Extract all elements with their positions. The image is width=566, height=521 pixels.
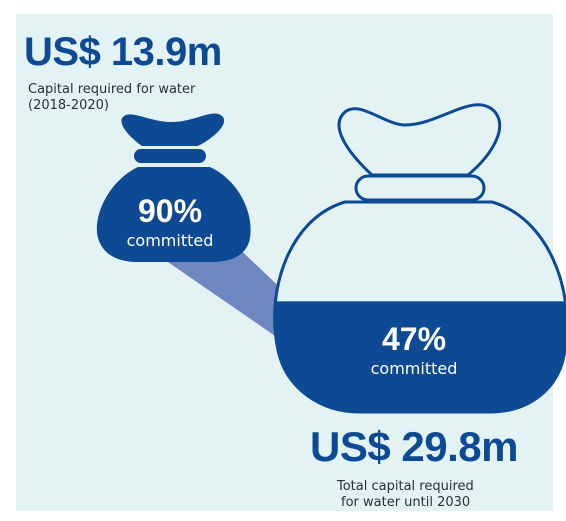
large-bag-percent: 47% — [382, 321, 446, 357]
large-money-bag-icon — [260, 105, 566, 430]
large-bag-committed-label: committed — [371, 359, 458, 378]
small-bag-percent: 90% — [138, 193, 202, 229]
small-bag-committed-label: committed — [127, 231, 214, 250]
